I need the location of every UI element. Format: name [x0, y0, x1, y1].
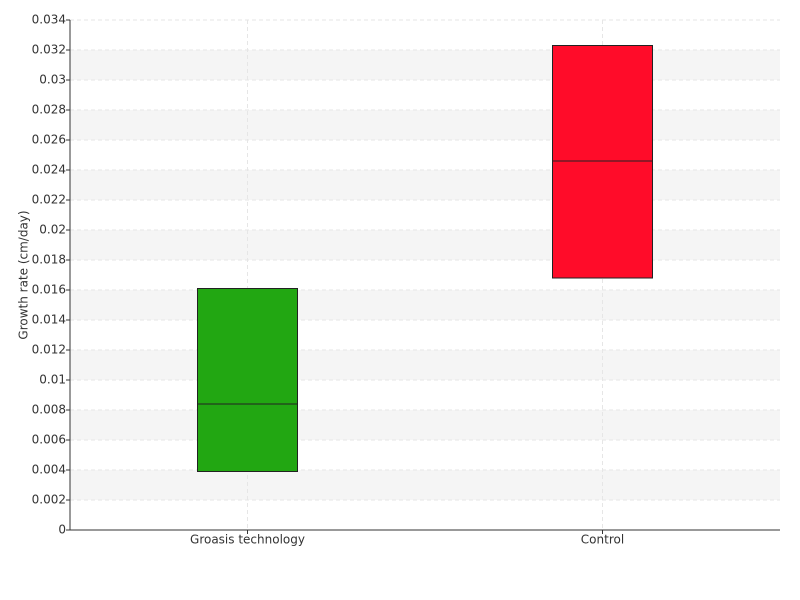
box	[552, 45, 653, 279]
y-tick-label: 0	[58, 523, 66, 537]
y-tick-label: 0.006	[32, 433, 66, 447]
y-tick-label: 0.016	[32, 283, 66, 297]
y-tick-label: 0.034	[32, 13, 66, 27]
grid-band	[70, 50, 780, 80]
y-tick-label: 0.02	[39, 223, 66, 237]
y-tick-label: 0.002	[32, 493, 66, 507]
grid-band	[70, 290, 780, 320]
y-tick-label: 0.024	[32, 163, 66, 177]
grid-band	[70, 230, 780, 260]
box	[197, 288, 298, 472]
x-tick-label: Control	[581, 533, 624, 547]
grid-band	[70, 350, 780, 380]
y-axis-label: Growth rate (cm/day)	[17, 210, 31, 339]
y-tick-label: 0.026	[32, 133, 66, 147]
y-tick-label: 0.008	[32, 403, 66, 417]
y-tick-label: 0.01	[39, 373, 66, 387]
grid-band	[70, 470, 780, 500]
y-tick-label: 0.018	[32, 253, 66, 267]
grid-band	[70, 110, 780, 140]
y-tick-label: 0.004	[32, 463, 66, 477]
grid-band	[70, 170, 780, 200]
y-tick-label: 0.022	[32, 193, 66, 207]
y-tick-label: 0.032	[32, 43, 66, 57]
x-tick-label: Groasis technology	[190, 533, 305, 547]
grid-band	[70, 410, 780, 440]
y-tick-label: 0.014	[32, 313, 66, 327]
y-tick-label: 0.028	[32, 103, 66, 117]
bands	[70, 50, 780, 500]
y-tick-label: 0.012	[32, 343, 66, 357]
y-tick-label: 0.03	[39, 73, 66, 87]
